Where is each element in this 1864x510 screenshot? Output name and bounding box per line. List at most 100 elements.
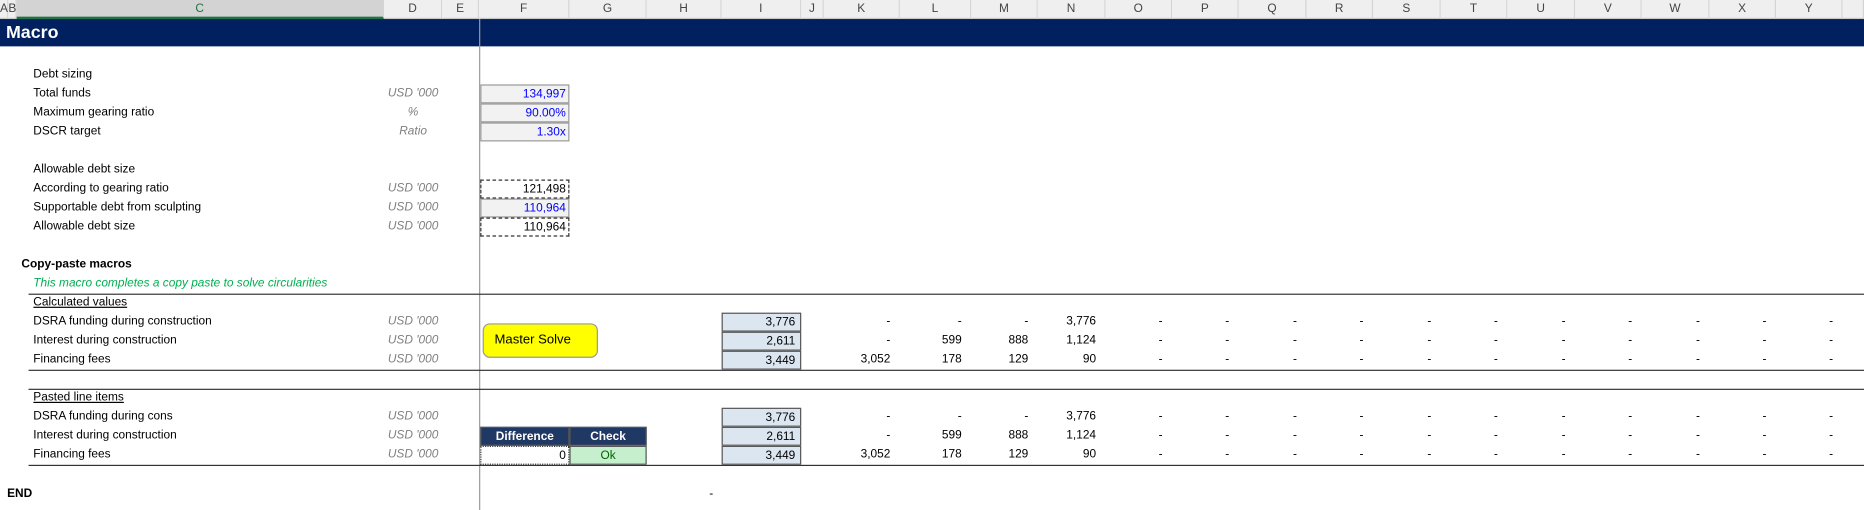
period-value: - <box>1762 315 1767 329</box>
period-value: 3,052 <box>860 353 891 367</box>
section-heading: Allowable debt size <box>33 162 136 176</box>
unit: USD '000 <box>387 353 439 367</box>
period-value: - <box>886 429 891 443</box>
total-cell: 3,776 <box>721 407 802 427</box>
column-header: F <box>479 0 570 20</box>
unit: USD '000 <box>387 429 439 443</box>
period-value: - <box>1628 334 1633 348</box>
section-line <box>28 464 1864 467</box>
period-value: - <box>1628 410 1633 424</box>
period-value: - <box>1359 429 1364 443</box>
period-value: - <box>957 315 962 329</box>
period-value: - <box>1158 315 1163 329</box>
period-value: 3,776 <box>1066 410 1097 424</box>
period-value: - <box>1561 429 1566 443</box>
column-header: M <box>971 0 1038 20</box>
column-header: Y <box>1776 0 1843 20</box>
unit: USD '000 <box>387 86 439 100</box>
total-cell: 3,449 <box>721 350 802 370</box>
period-value: - <box>1493 353 1498 367</box>
period-value: - <box>1158 353 1163 367</box>
period-value: - <box>1829 410 1834 424</box>
period-value: - <box>1158 429 1163 443</box>
period-value: - <box>1292 334 1297 348</box>
period-value: - <box>1628 315 1633 329</box>
period-value: 90 <box>1082 448 1097 462</box>
period-value: - <box>1762 353 1767 367</box>
period-value: - <box>1427 429 1432 443</box>
column-header: S <box>1373 0 1441 20</box>
period-value: - <box>1292 315 1297 329</box>
row-label: Financing fees <box>33 353 111 367</box>
period-value: 1,124 <box>1066 334 1097 348</box>
period-value: - <box>1561 353 1566 367</box>
period-value: - <box>1292 353 1297 367</box>
input-cell: 134,997 <box>480 84 570 104</box>
unit: % <box>407 105 419 119</box>
period-value: 3,052 <box>860 448 891 462</box>
input-cell: 90.00% <box>480 103 570 123</box>
period-value: 129 <box>1008 448 1029 462</box>
period-value: - <box>1695 315 1700 329</box>
period-value: - <box>1493 410 1498 424</box>
unit: USD '000 <box>387 410 439 424</box>
row-label: Supportable debt from sculpting <box>33 200 202 214</box>
period-value: - <box>1628 429 1633 443</box>
period-value: - <box>1427 353 1432 367</box>
column-header: L <box>899 0 972 20</box>
column-header: T <box>1440 0 1508 20</box>
period-value: - <box>1493 315 1498 329</box>
period-value: 3,776 <box>1066 315 1097 329</box>
input-cell: 1.30x <box>480 122 570 142</box>
period-value: - <box>1359 353 1364 367</box>
period-value: - <box>1493 334 1498 348</box>
row-label: Interest during construction <box>33 429 177 443</box>
period-value: - <box>1292 410 1297 424</box>
period-value: - <box>1829 334 1834 348</box>
period-value: - <box>1225 353 1230 367</box>
period-value: - <box>1561 448 1566 462</box>
section-heading: Copy-paste macros <box>21 257 132 272</box>
unit: USD '000 <box>387 334 439 348</box>
period-value: - <box>1561 315 1566 329</box>
row-label: DSRA funding during construction <box>33 315 212 329</box>
master-solve-button[interactable]: Master Solve <box>482 323 598 358</box>
period-value: - <box>1427 410 1432 424</box>
period-value: - <box>1695 334 1700 348</box>
freeze-line <box>479 19 481 510</box>
section-line <box>28 388 1864 390</box>
column-header: N <box>1037 0 1106 20</box>
column-header: X <box>1709 0 1777 20</box>
row-label: Total funds <box>33 86 91 100</box>
period-value: - <box>1561 334 1566 348</box>
period-value: - <box>1225 429 1230 443</box>
row-label: DSCR target <box>33 124 101 138</box>
total-cell: 3,776 <box>721 312 802 332</box>
column-header: P <box>1172 0 1239 20</box>
period-value: - <box>1024 315 1029 329</box>
period-value: 888 <box>1008 429 1029 443</box>
period-value: - <box>1359 315 1364 329</box>
column-header: E <box>442 0 480 20</box>
period-value: - <box>1829 353 1834 367</box>
period-value: - <box>1427 334 1432 348</box>
column-header: Q <box>1238 0 1307 20</box>
period-value: - <box>1024 410 1029 424</box>
period-value: - <box>1359 334 1364 348</box>
period-value: - <box>1695 429 1700 443</box>
section-line <box>28 369 1864 371</box>
column-header: B <box>8 0 17 20</box>
input-cell: 121,498 <box>480 179 570 199</box>
period-value: - <box>1158 334 1163 348</box>
unit: Ratio <box>399 124 427 138</box>
period-value: - <box>1695 410 1700 424</box>
period-value: - <box>1359 410 1364 424</box>
end-label: END <box>7 487 33 501</box>
check-status: Ok <box>569 445 647 465</box>
period-value: - <box>957 410 962 424</box>
period-value: 599 <box>941 429 962 443</box>
period-value: 888 <box>1008 334 1029 348</box>
unit: USD '000 <box>387 200 439 214</box>
period-value: - <box>1292 448 1297 462</box>
period-value: - <box>1829 429 1834 443</box>
